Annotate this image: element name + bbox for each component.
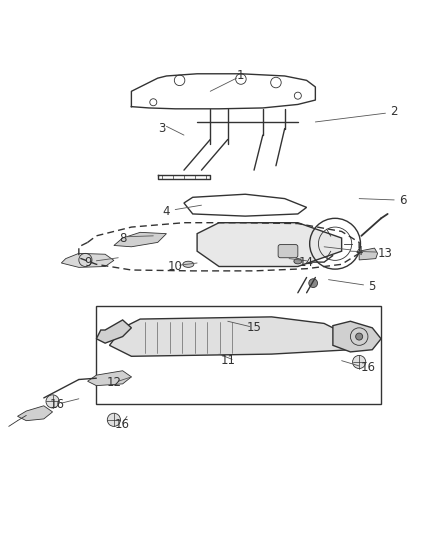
Polygon shape <box>61 253 114 268</box>
Circle shape <box>107 413 120 426</box>
Circle shape <box>356 333 363 340</box>
Polygon shape <box>114 232 166 247</box>
Text: 6: 6 <box>399 195 407 207</box>
Circle shape <box>309 279 318 287</box>
Polygon shape <box>333 321 381 352</box>
Polygon shape <box>359 248 378 260</box>
Text: 4: 4 <box>162 205 170 218</box>
Text: 14: 14 <box>299 256 314 269</box>
Text: 16: 16 <box>49 398 64 411</box>
Text: 2: 2 <box>390 104 398 117</box>
Text: 10: 10 <box>168 260 183 273</box>
Text: 16: 16 <box>360 361 375 374</box>
Text: 15: 15 <box>247 321 261 334</box>
FancyBboxPatch shape <box>278 245 298 258</box>
Text: 13: 13 <box>378 247 393 260</box>
Text: 1: 1 <box>237 69 245 83</box>
Text: 12: 12 <box>106 376 121 389</box>
Ellipse shape <box>294 259 302 264</box>
Text: 4: 4 <box>355 245 363 257</box>
Text: 11: 11 <box>220 354 235 367</box>
Text: 3: 3 <box>159 122 166 135</box>
Polygon shape <box>88 371 131 386</box>
Circle shape <box>353 356 366 368</box>
Ellipse shape <box>183 261 194 268</box>
Polygon shape <box>96 320 131 343</box>
Text: 8: 8 <box>119 231 126 245</box>
Text: 9: 9 <box>84 256 92 269</box>
Polygon shape <box>197 223 342 266</box>
Circle shape <box>46 395 59 408</box>
Polygon shape <box>110 317 359 356</box>
Text: 16: 16 <box>115 418 130 431</box>
Text: 5: 5 <box>369 280 376 293</box>
Polygon shape <box>18 406 53 421</box>
